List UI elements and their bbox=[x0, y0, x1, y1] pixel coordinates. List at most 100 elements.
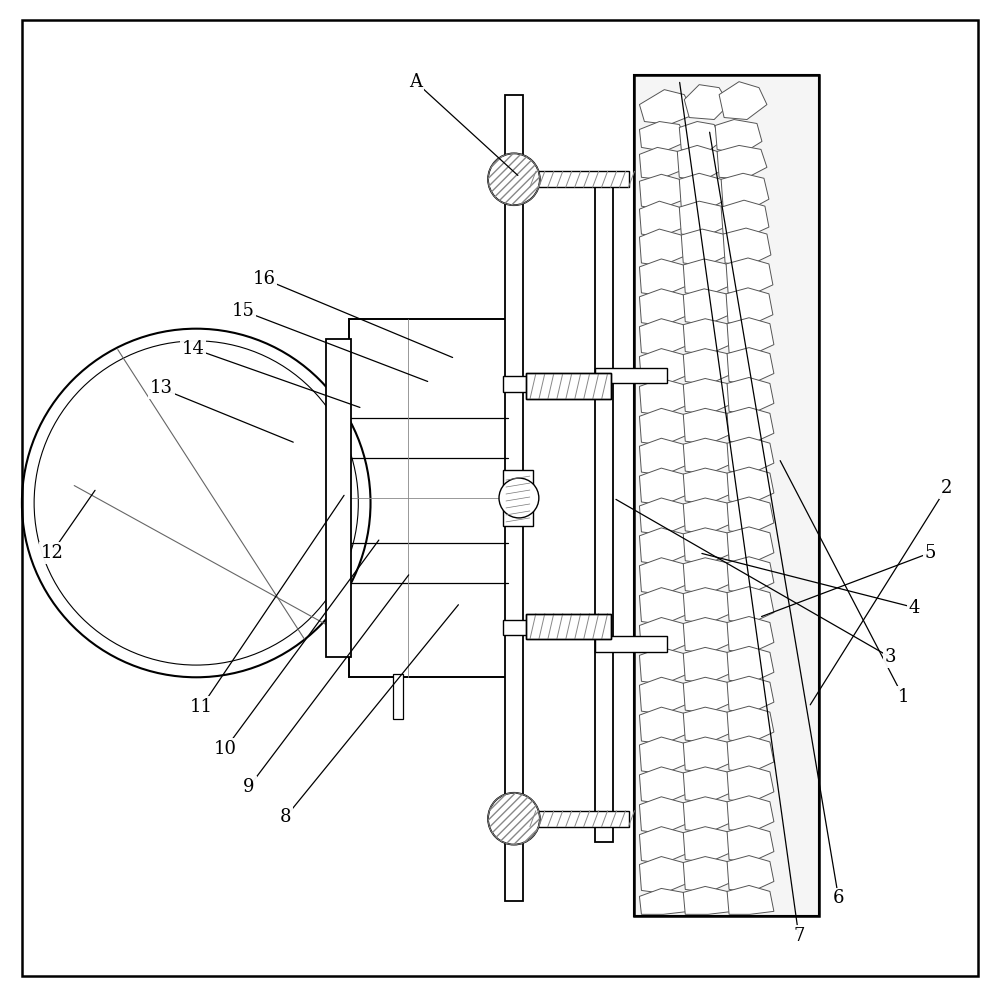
Bar bbox=[503, 376, 528, 392]
Polygon shape bbox=[639, 827, 689, 864]
Polygon shape bbox=[683, 378, 733, 414]
Polygon shape bbox=[727, 348, 774, 384]
Polygon shape bbox=[683, 498, 733, 534]
Text: 6: 6 bbox=[833, 889, 844, 907]
Polygon shape bbox=[639, 797, 689, 834]
Polygon shape bbox=[639, 229, 687, 266]
Text: A: A bbox=[409, 73, 422, 91]
Bar bbox=[526, 374, 611, 399]
Polygon shape bbox=[727, 557, 774, 594]
Polygon shape bbox=[727, 766, 774, 803]
Polygon shape bbox=[727, 587, 774, 623]
Bar bbox=[634, 75, 819, 916]
Polygon shape bbox=[683, 707, 733, 743]
Polygon shape bbox=[639, 647, 689, 684]
Polygon shape bbox=[639, 707, 689, 744]
Text: 14: 14 bbox=[182, 340, 205, 358]
Polygon shape bbox=[727, 736, 774, 773]
Polygon shape bbox=[727, 377, 774, 414]
Polygon shape bbox=[639, 201, 685, 237]
Polygon shape bbox=[677, 145, 724, 181]
Text: 13: 13 bbox=[150, 379, 173, 397]
Polygon shape bbox=[683, 886, 733, 914]
Text: 12: 12 bbox=[40, 544, 63, 562]
Polygon shape bbox=[727, 796, 774, 833]
Polygon shape bbox=[639, 588, 689, 624]
Polygon shape bbox=[639, 737, 689, 774]
Polygon shape bbox=[639, 558, 689, 595]
Polygon shape bbox=[721, 200, 769, 237]
Polygon shape bbox=[727, 527, 774, 564]
Polygon shape bbox=[726, 258, 773, 296]
Polygon shape bbox=[684, 85, 729, 120]
Polygon shape bbox=[639, 408, 689, 445]
Bar bbox=[595, 368, 667, 383]
Polygon shape bbox=[639, 468, 689, 505]
Bar bbox=[505, 95, 523, 901]
Polygon shape bbox=[683, 259, 732, 296]
Text: 2: 2 bbox=[941, 479, 952, 497]
Polygon shape bbox=[679, 201, 727, 237]
Polygon shape bbox=[719, 82, 767, 120]
Polygon shape bbox=[683, 438, 733, 474]
Polygon shape bbox=[639, 174, 685, 209]
Polygon shape bbox=[721, 173, 769, 211]
Polygon shape bbox=[683, 797, 733, 833]
Bar bbox=[503, 620, 528, 635]
Polygon shape bbox=[683, 349, 733, 384]
Polygon shape bbox=[639, 438, 689, 475]
Bar bbox=[526, 374, 611, 399]
Polygon shape bbox=[683, 408, 733, 444]
Polygon shape bbox=[717, 145, 767, 179]
Polygon shape bbox=[727, 467, 774, 504]
Bar bbox=[393, 674, 403, 719]
Polygon shape bbox=[639, 618, 689, 654]
Polygon shape bbox=[639, 528, 689, 565]
Polygon shape bbox=[727, 437, 774, 474]
Polygon shape bbox=[727, 856, 774, 892]
Polygon shape bbox=[639, 122, 687, 151]
Bar bbox=[526, 614, 611, 639]
Polygon shape bbox=[639, 498, 689, 535]
Polygon shape bbox=[683, 618, 733, 653]
Circle shape bbox=[499, 478, 539, 518]
Polygon shape bbox=[723, 228, 771, 266]
Polygon shape bbox=[639, 857, 689, 893]
Polygon shape bbox=[683, 319, 733, 355]
Polygon shape bbox=[639, 90, 694, 124]
Text: 7: 7 bbox=[793, 927, 804, 945]
Polygon shape bbox=[727, 407, 774, 444]
Polygon shape bbox=[727, 646, 774, 683]
Polygon shape bbox=[727, 826, 774, 863]
Polygon shape bbox=[683, 857, 733, 892]
Bar bbox=[595, 636, 667, 652]
Text: 1: 1 bbox=[898, 688, 909, 706]
Polygon shape bbox=[727, 318, 774, 356]
Polygon shape bbox=[726, 288, 773, 326]
Polygon shape bbox=[683, 588, 733, 623]
Text: 9: 9 bbox=[243, 778, 255, 796]
Polygon shape bbox=[639, 677, 689, 714]
Bar bbox=[349, 319, 508, 677]
Polygon shape bbox=[639, 147, 684, 179]
Polygon shape bbox=[683, 468, 733, 504]
Polygon shape bbox=[727, 706, 774, 743]
Polygon shape bbox=[681, 229, 729, 266]
Polygon shape bbox=[683, 528, 733, 564]
Text: 5: 5 bbox=[925, 544, 936, 562]
Text: 3: 3 bbox=[885, 648, 896, 666]
Polygon shape bbox=[683, 558, 733, 594]
Polygon shape bbox=[639, 289, 689, 326]
Polygon shape bbox=[683, 767, 733, 803]
Polygon shape bbox=[683, 677, 733, 713]
Polygon shape bbox=[727, 676, 774, 713]
Bar bbox=[500, 171, 629, 187]
Text: 8: 8 bbox=[280, 808, 292, 826]
Circle shape bbox=[488, 153, 540, 205]
Polygon shape bbox=[727, 497, 774, 534]
Polygon shape bbox=[727, 885, 774, 914]
Polygon shape bbox=[679, 173, 727, 211]
Polygon shape bbox=[639, 319, 689, 356]
Text: 16: 16 bbox=[252, 270, 275, 288]
Polygon shape bbox=[683, 647, 733, 683]
